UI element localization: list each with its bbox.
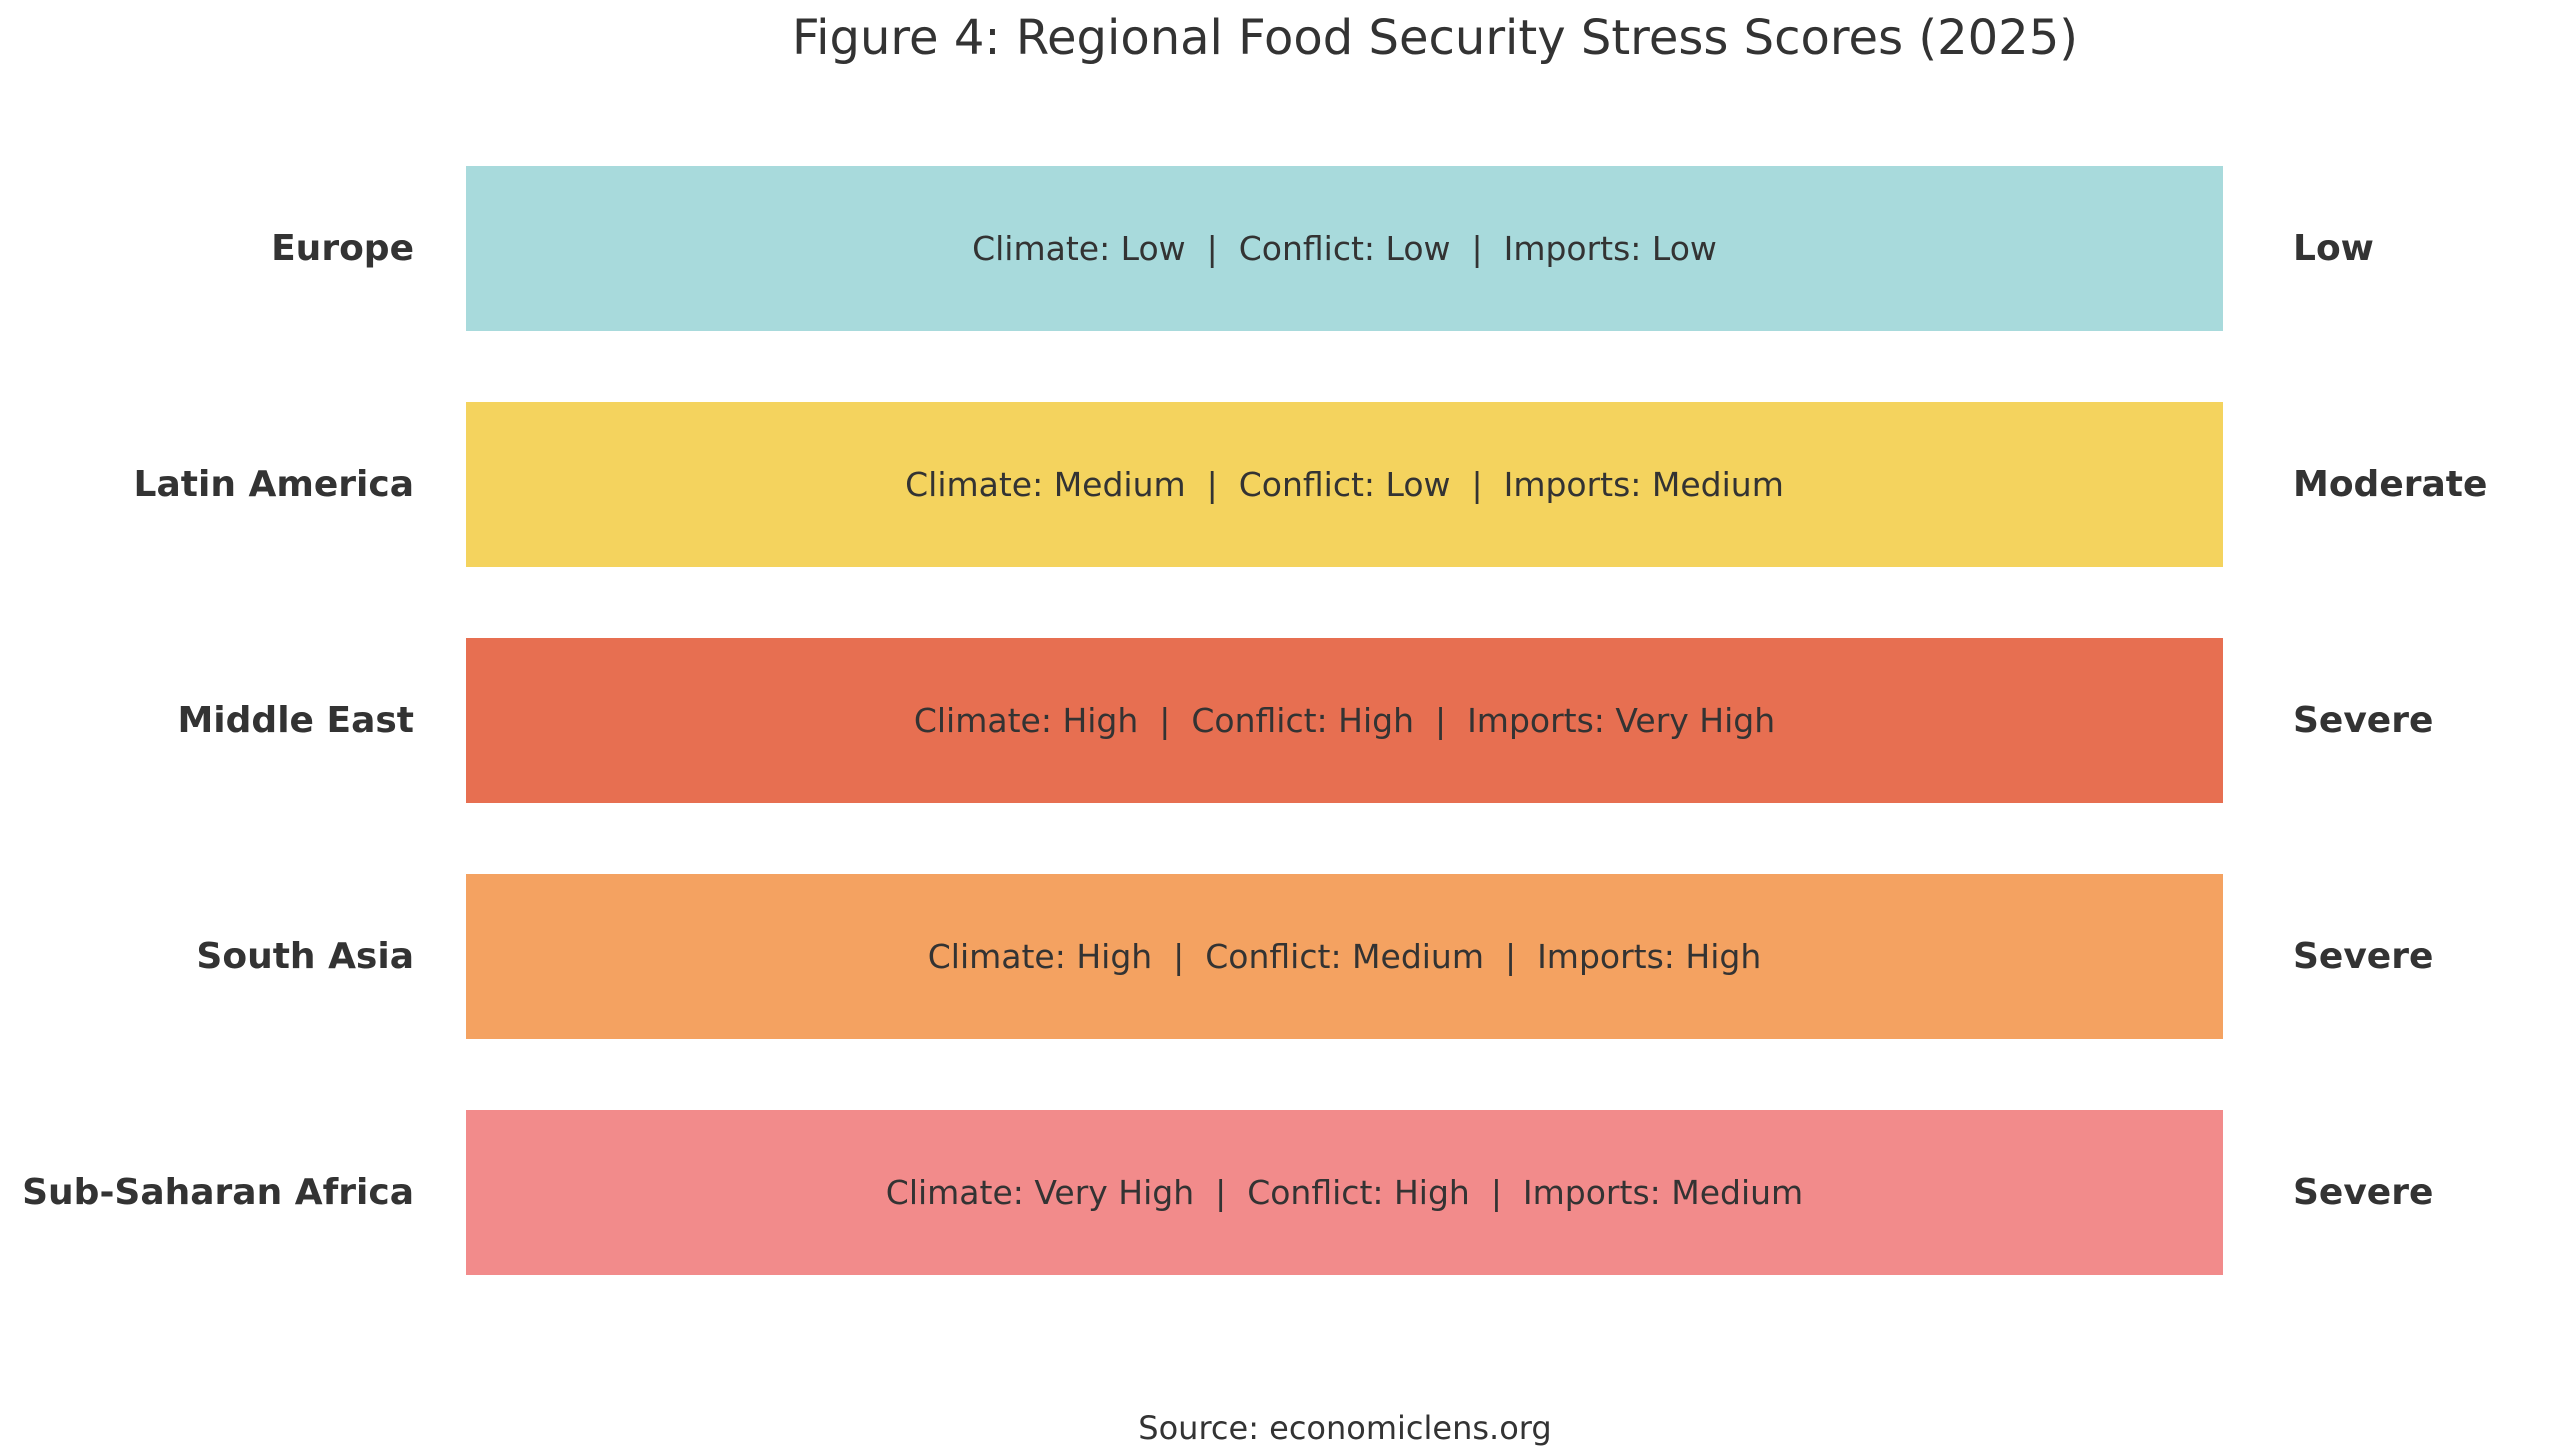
region-stress-detail: Climate: Low | Conflict: Low | Imports: … bbox=[972, 228, 1717, 268]
chart-title: Figure 4: Regional Food Security Stress … bbox=[792, 10, 2078, 66]
region-label: Latin America bbox=[133, 463, 414, 505]
stress-rating-label: Severe bbox=[2293, 1171, 2434, 1213]
region-label: Sub-Saharan Africa bbox=[22, 1171, 414, 1213]
region-label: Middle East bbox=[177, 699, 414, 741]
stress-rating-label: Severe bbox=[2293, 699, 2434, 741]
region-bar bbox=[466, 1110, 2223, 1275]
source-note: Source: economiclens.org bbox=[1138, 1409, 1552, 1447]
region-label: Europe bbox=[271, 227, 414, 269]
stress-rating-label: Low bbox=[2293, 227, 2374, 269]
region-bar bbox=[466, 166, 2223, 331]
region-stress-detail: Climate: Very High | Conflict: High | Im… bbox=[885, 1172, 1804, 1212]
region-stress-detail: Climate: High | Conflict: High | Imports… bbox=[913, 700, 1776, 740]
region-bar bbox=[466, 874, 2223, 1039]
stress-rating-label: Severe bbox=[2293, 935, 2434, 977]
region-stress-detail: Climate: High | Conflict: Medium | Impor… bbox=[927, 936, 1762, 976]
region-stress-detail: Climate: Medium | Conflict: Low | Import… bbox=[905, 464, 1784, 504]
region-bar bbox=[466, 638, 2223, 803]
region-bar bbox=[466, 402, 2223, 567]
region-label: South Asia bbox=[196, 935, 414, 977]
stress-rating-label: Moderate bbox=[2293, 463, 2488, 505]
